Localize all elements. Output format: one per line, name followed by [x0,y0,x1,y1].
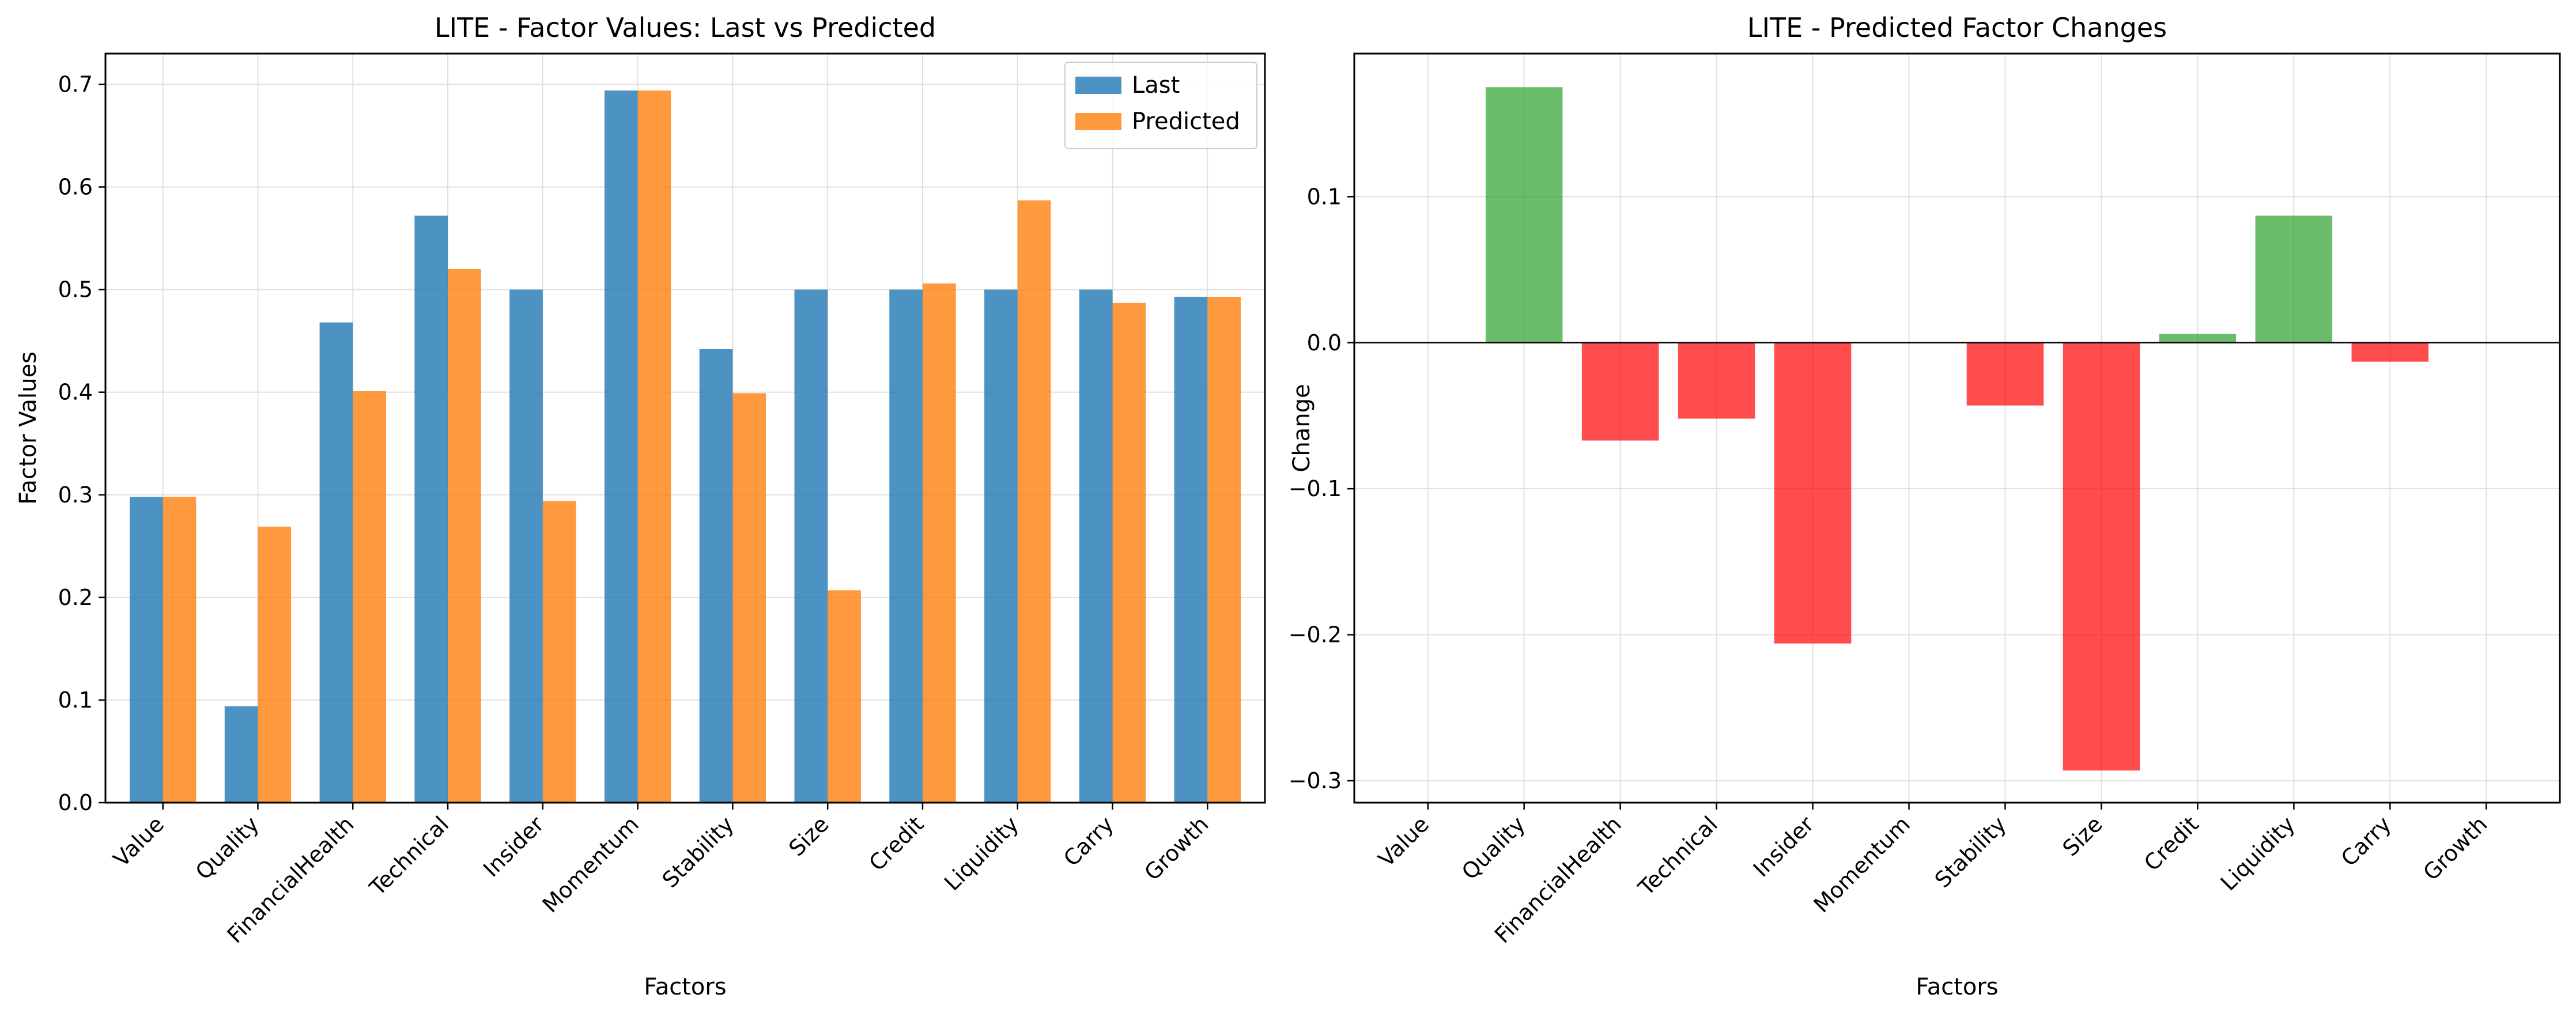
x-tick-label-liquidity: Liquidity [939,811,1023,895]
bar-change-size [2063,342,2140,771]
bar-predicted-credit [922,283,956,803]
bar-change-liquidity [2255,216,2333,343]
bar-last-technical [414,216,448,803]
y-tick-label: 0.6 [58,175,93,200]
y-tick-label: 0.5 [58,277,93,303]
bar-predicted-momentum [637,90,671,803]
bar-predicted-value [163,497,197,803]
x-tick-label-quality: Quality [191,811,264,884]
x-tick-label-technical: Technical [1633,811,1723,901]
x-tick-label-technical: Technical [364,811,454,901]
y-tick-label: 0.3 [58,482,93,508]
left-chart-title: LITE - Factor Values: Last vs Predicted [435,12,936,43]
legend-swatch-last [1075,77,1121,94]
bar-change-quality [1485,87,1563,343]
x-tick-label-insider: Insider [1748,811,1819,882]
y-tick-label: 0.0 [58,790,93,815]
y-tick-label: −0.2 [1289,622,1342,648]
bar-change-credit [2159,334,2237,343]
bar-last-carry [1079,289,1113,803]
legend-swatch-predicted [1075,113,1121,130]
legend: Last Predicted [1064,62,1257,149]
x-tick-label-stability: Stability [1930,811,2011,893]
legend-label-last: Last [1132,72,1180,99]
x-tick-label-value: Value [108,811,169,872]
x-tick-label-carry: Carry [1059,811,1119,871]
bar-last-quality [224,706,258,803]
y-tick-label: 0.1 [1307,184,1342,209]
y-tick-label: 0.1 [58,687,93,713]
bar-predicted-financialhealth [353,391,386,803]
y-tick-label: 0.0 [1307,330,1342,356]
x-tick-label-liquidity: Liquidity [2216,811,2300,895]
x-tick-label-credit: Credit [864,811,928,876]
right-x-axis-label: Factors [1916,974,1998,1000]
x-tick-label-insider: Insider [478,811,549,882]
right-y-axis-label: Change [1289,384,1315,472]
bar-last-stability [699,349,733,803]
x-tick-label-size: Size [2058,811,2107,861]
bar-change-stability [1966,342,2044,406]
legend-label-predicted: Predicted [1132,108,1240,135]
right-bars [1389,87,2525,771]
y-tick-label: 0.2 [58,585,93,610]
left-y-axis-label: Factor Values [15,351,41,505]
left-x-axis-label: Factors [644,974,726,1000]
bar-predicted-liquidity [1017,200,1051,803]
bar-last-credit [889,289,923,803]
x-tick-label-quality: Quality [1457,811,1530,884]
bar-last-growth [1174,297,1208,803]
bar-predicted-size [828,590,861,803]
x-tick-label-growth: Growth [2418,811,2492,885]
bar-last-momentum [604,90,638,803]
y-tick-label: −0.3 [1289,768,1342,793]
y-tick-label: −0.1 [1289,476,1342,501]
bar-predicted-insider [542,501,576,803]
left-axes-frame [104,52,1266,804]
x-tick-label-momentum: Momentum [538,811,644,917]
right-axes-frame [1353,52,2561,804]
y-tick-label: 0.7 [58,71,93,97]
bar-last-size [794,289,828,803]
bar-predicted-quality [258,526,292,803]
bar-change-technical [1678,342,1755,419]
x-tick-label-momentum: Momentum [1809,811,1915,917]
bar-predicted-growth [1207,297,1241,803]
bar-last-insider [509,289,543,803]
x-tick-label-stability: Stability [658,811,739,893]
bar-last-value [130,497,163,803]
bar-last-financialhealth [319,322,353,803]
x-tick-label-growth: Growth [1139,811,1213,885]
bar-change-insider [1774,342,1852,644]
bar-predicted-carry [1112,303,1146,803]
x-tick-label-carry: Carry [2336,811,2396,871]
x-tick-label-credit: Credit [2139,811,2204,876]
bar-change-carry [2351,342,2429,362]
x-tick-label-value: Value [1373,811,1434,872]
bar-last-liquidity [984,289,1018,803]
y-tick-label: 0.4 [58,380,93,405]
right-chart-title: LITE - Predicted Factor Changes [1747,12,2167,43]
x-tick-label-size: Size [784,811,833,861]
bar-change-financialhealth [1581,342,1659,441]
left-bars [130,90,1241,803]
bar-predicted-technical [448,269,481,803]
bar-predicted-stability [732,393,766,803]
